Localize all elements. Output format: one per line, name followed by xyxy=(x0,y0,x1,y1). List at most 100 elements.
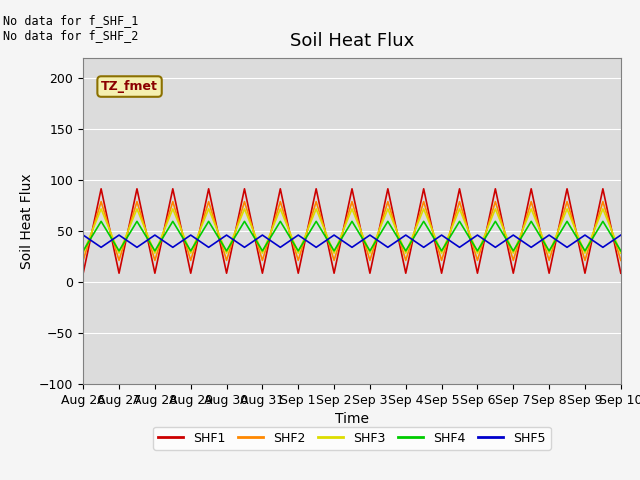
SHF5 xyxy=(599,244,607,250)
SHF2 xyxy=(259,257,266,263)
SHF1 xyxy=(527,186,535,192)
SHF4 xyxy=(509,248,517,254)
Line: SHF1: SHF1 xyxy=(83,189,621,273)
SHF5 xyxy=(294,232,302,238)
SHF2 xyxy=(527,199,535,204)
SHF3 xyxy=(169,206,177,212)
SHF4 xyxy=(294,248,302,254)
SHF3 xyxy=(348,206,356,212)
SHF4 xyxy=(617,248,625,254)
SHF4 xyxy=(312,218,320,224)
SHF3 xyxy=(259,250,266,256)
SHF3 xyxy=(79,250,87,256)
SHF3 xyxy=(151,250,159,256)
SHF2 xyxy=(294,257,302,263)
SHF2 xyxy=(581,257,589,263)
SHF5 xyxy=(384,244,392,250)
SHF1 xyxy=(563,186,571,192)
Line: SHF5: SHF5 xyxy=(83,235,621,247)
SHF4 xyxy=(366,248,374,254)
SHF2 xyxy=(474,257,481,263)
SHF2 xyxy=(420,199,428,204)
SHF5 xyxy=(169,244,177,250)
SHF2 xyxy=(330,257,338,263)
SHF1 xyxy=(330,270,338,276)
SHF3 xyxy=(276,206,284,212)
SHF3 xyxy=(366,250,374,256)
SHF3 xyxy=(115,250,123,256)
SHF1 xyxy=(187,270,195,276)
SHF3 xyxy=(527,206,535,212)
SHF3 xyxy=(294,250,302,256)
SHF4 xyxy=(187,248,195,254)
SHF4 xyxy=(384,218,392,224)
Text: No data for f_SHF_1
No data for f_SHF_2: No data for f_SHF_1 No data for f_SHF_2 xyxy=(3,14,139,42)
SHF2 xyxy=(97,199,105,204)
SHF5 xyxy=(545,232,553,238)
SHF3 xyxy=(617,250,625,256)
SHF2 xyxy=(312,199,320,204)
SHF2 xyxy=(115,257,123,263)
Line: SHF4: SHF4 xyxy=(83,221,621,251)
SHF4 xyxy=(205,218,212,224)
Y-axis label: Soil Heat Flux: Soil Heat Flux xyxy=(20,173,33,269)
SHF3 xyxy=(492,206,499,212)
SHF3 xyxy=(205,206,212,212)
SHF3 xyxy=(402,250,410,256)
SHF4 xyxy=(223,248,230,254)
SHF2 xyxy=(563,199,571,204)
SHF3 xyxy=(599,206,607,212)
SHF2 xyxy=(384,199,392,204)
SHF5 xyxy=(509,232,517,238)
SHF2 xyxy=(545,257,553,263)
SHF4 xyxy=(169,218,177,224)
SHF4 xyxy=(133,218,141,224)
SHF1 xyxy=(241,186,248,192)
SHF3 xyxy=(420,206,428,212)
SHF1 xyxy=(276,186,284,192)
SHF1 xyxy=(79,270,87,276)
SHF5 xyxy=(581,232,589,238)
SHF5 xyxy=(420,244,428,250)
SHF3 xyxy=(563,206,571,212)
SHF1 xyxy=(545,270,553,276)
SHF1 xyxy=(474,270,481,276)
SHF5 xyxy=(276,244,284,250)
SHF1 xyxy=(294,270,302,276)
SHF1 xyxy=(97,186,105,192)
SHF4 xyxy=(492,218,499,224)
SHF2 xyxy=(348,199,356,204)
SHF4 xyxy=(115,248,123,254)
SHF2 xyxy=(276,199,284,204)
SHF3 xyxy=(509,250,517,256)
Legend: SHF1, SHF2, SHF3, SHF4, SHF5: SHF1, SHF2, SHF3, SHF4, SHF5 xyxy=(154,427,550,450)
SHF4 xyxy=(259,248,266,254)
SHF4 xyxy=(563,218,571,224)
SHF4 xyxy=(474,248,481,254)
SHF5 xyxy=(617,232,625,238)
SHF2 xyxy=(599,199,607,204)
SHF1 xyxy=(617,270,625,276)
SHF2 xyxy=(402,257,410,263)
SHF5 xyxy=(133,244,141,250)
SHF5 xyxy=(438,232,445,238)
SHF1 xyxy=(205,186,212,192)
SHF4 xyxy=(241,218,248,224)
SHF5 xyxy=(330,232,338,238)
SHF3 xyxy=(312,206,320,212)
SHF5 xyxy=(259,232,266,238)
SHF1 xyxy=(169,186,177,192)
SHF2 xyxy=(492,199,499,204)
Title: Soil Heat Flux: Soil Heat Flux xyxy=(290,33,414,50)
SHF3 xyxy=(223,250,230,256)
SHF1 xyxy=(509,270,517,276)
SHF3 xyxy=(97,206,105,212)
SHF5 xyxy=(115,232,123,238)
SHF1 xyxy=(133,186,141,192)
SHF5 xyxy=(348,244,356,250)
SHF1 xyxy=(456,186,463,192)
SHF4 xyxy=(402,248,410,254)
SHF5 xyxy=(79,232,87,238)
X-axis label: Time: Time xyxy=(335,412,369,426)
SHF3 xyxy=(330,250,338,256)
